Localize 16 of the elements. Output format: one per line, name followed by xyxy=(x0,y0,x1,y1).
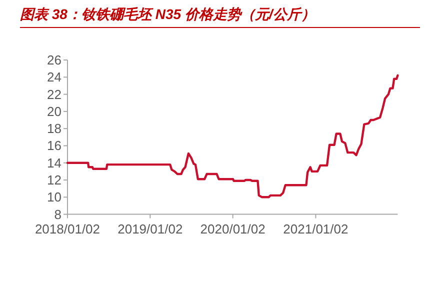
y-tick-label: 14 xyxy=(47,155,62,170)
y-tick-label: 12 xyxy=(47,172,62,188)
chart-title: 图表 38：钕铁硼毛坯 N35 价格走势（元/公斤） xyxy=(20,6,420,28)
y-tick-label: 18 xyxy=(47,121,62,136)
line-series xyxy=(66,74,399,198)
y-tick-label: 16 xyxy=(47,138,62,154)
y-tick-label: 22 xyxy=(47,86,62,102)
x-tick-label: 2018/01/02 xyxy=(34,221,100,236)
y-tick-label: 26 xyxy=(47,52,62,68)
y-tick-label: 10 xyxy=(47,190,62,205)
x-tick-label: 2020/01/02 xyxy=(200,221,266,236)
y-tick-label: 8 xyxy=(54,206,62,222)
y-tick-label: 20 xyxy=(47,104,62,119)
x-tick-label: 2019/01/02 xyxy=(118,221,183,236)
y-tick-label: 24 xyxy=(47,70,62,85)
x-tick-label: 2021/01/02 xyxy=(283,221,348,236)
